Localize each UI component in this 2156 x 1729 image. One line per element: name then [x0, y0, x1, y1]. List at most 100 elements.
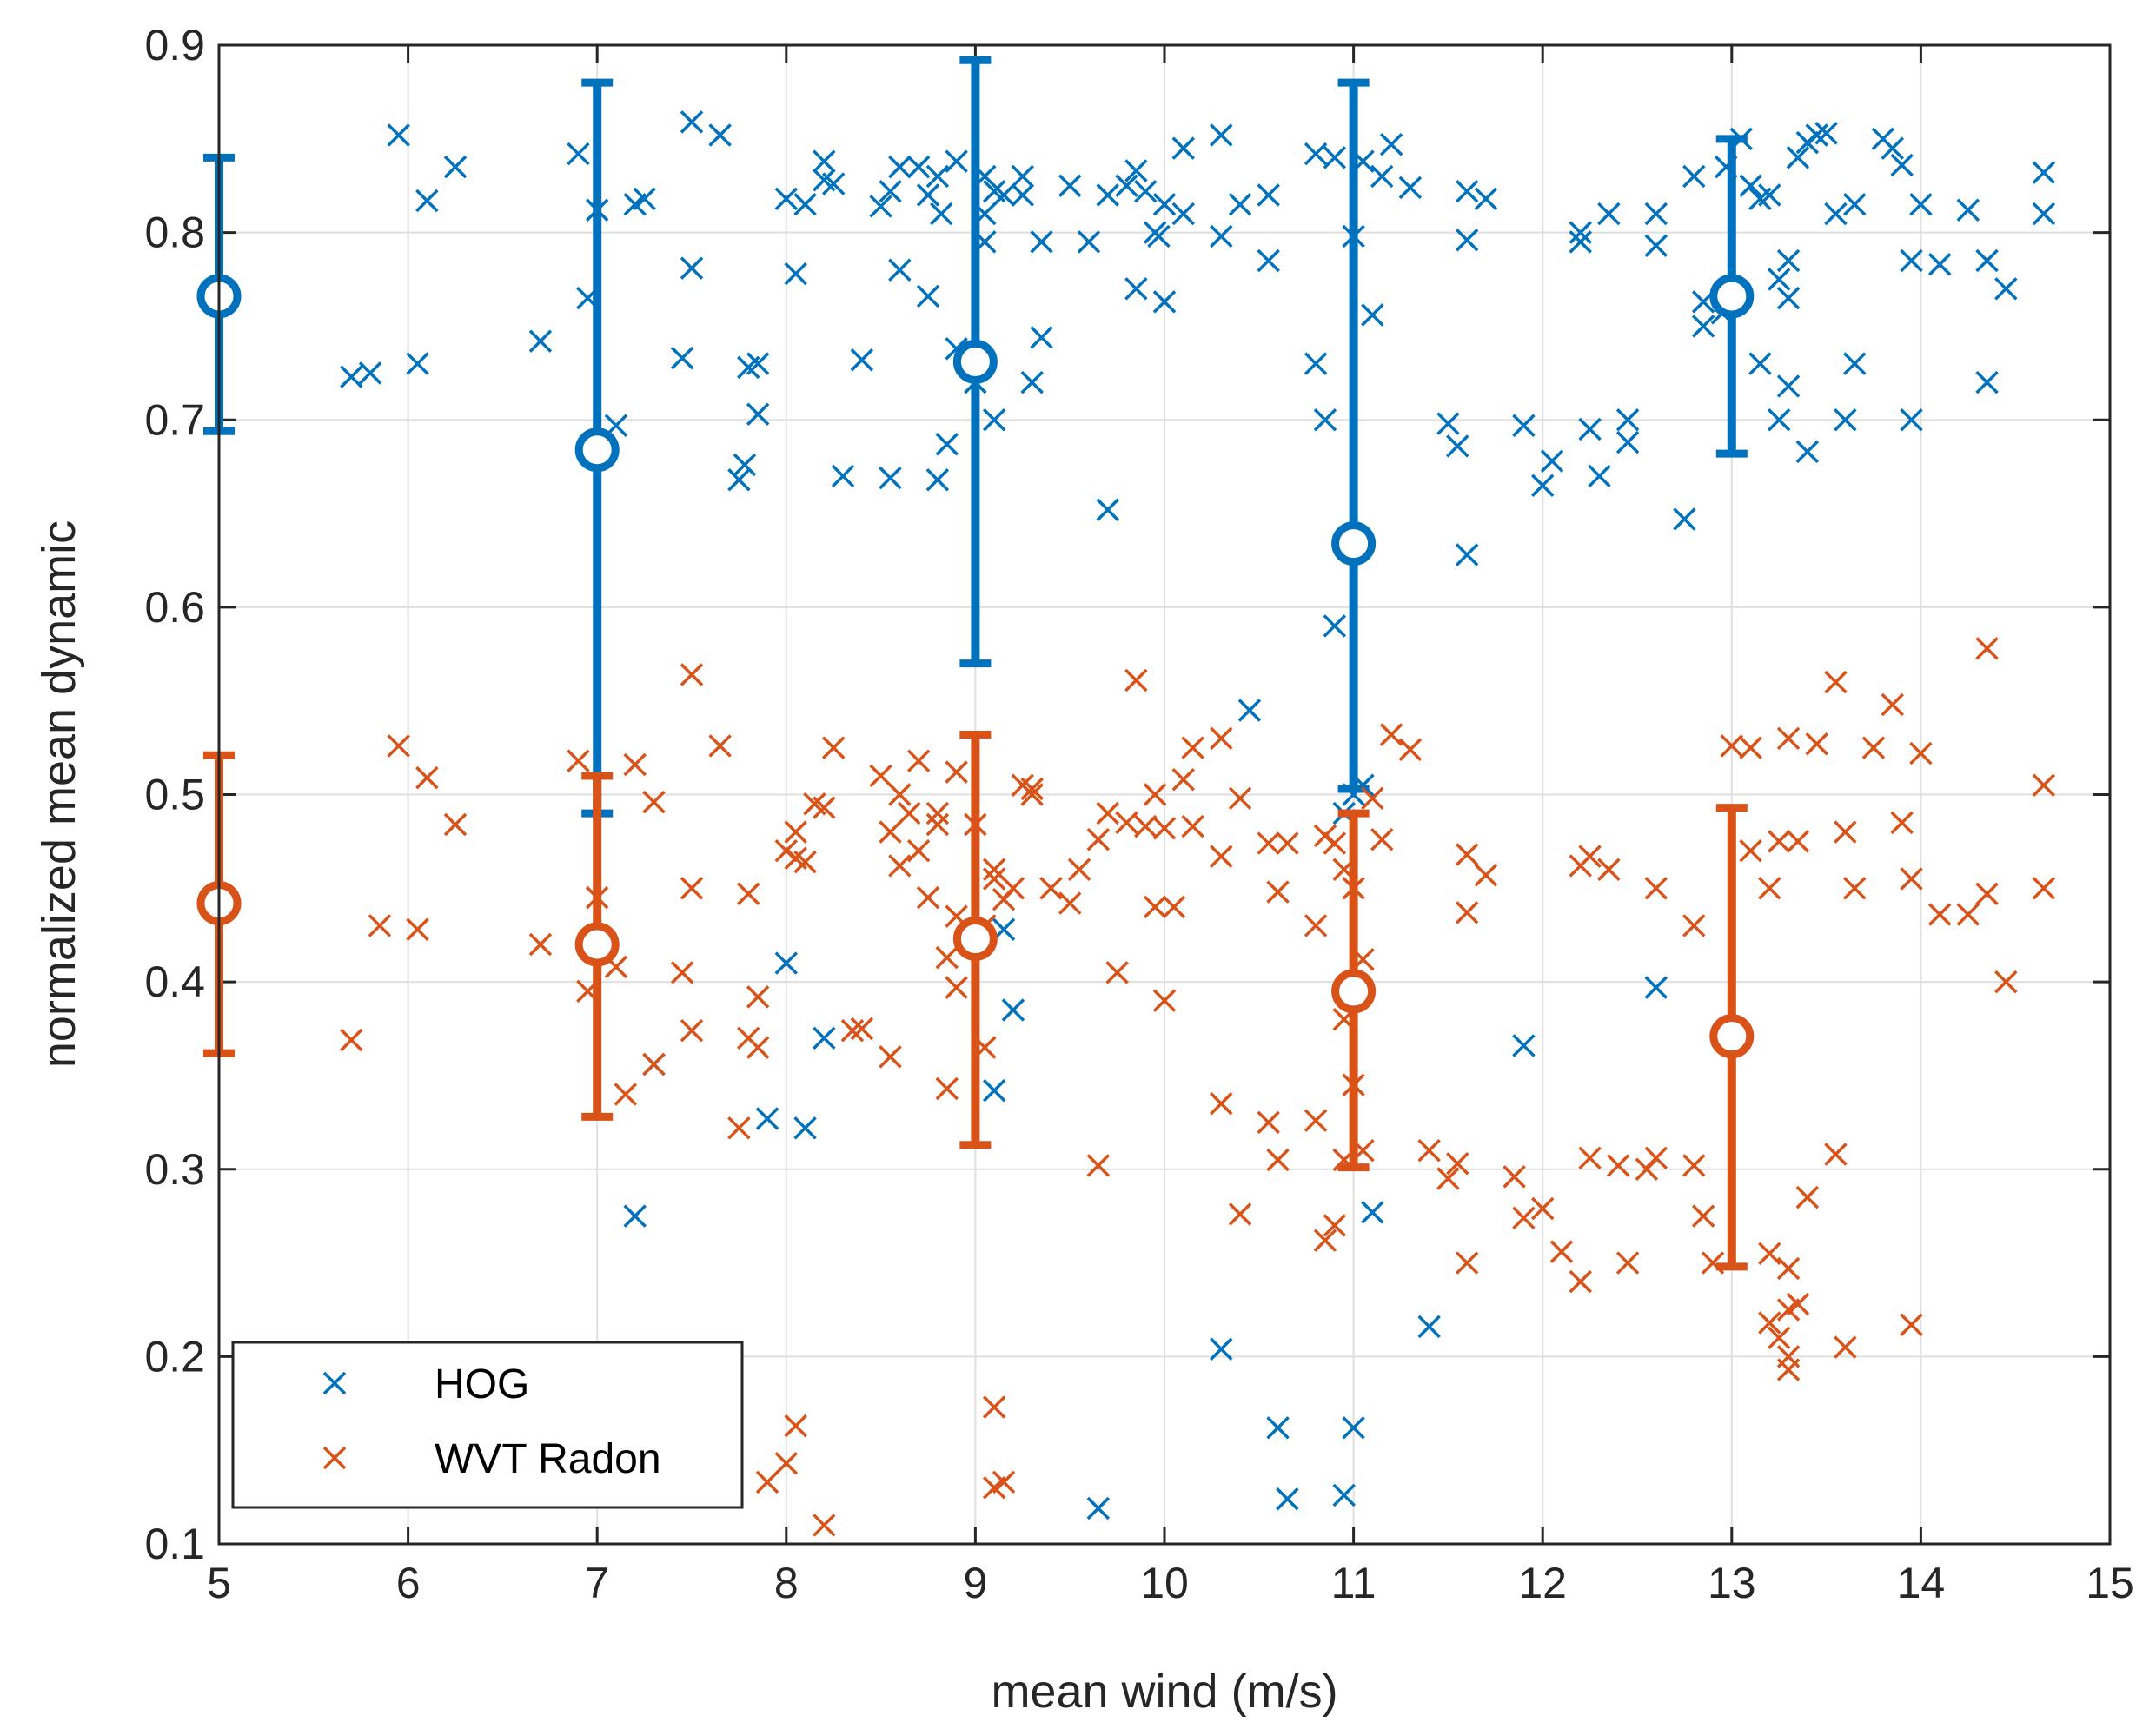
- marker-stroke: [1786, 146, 1810, 169]
- marker-stroke: [925, 812, 950, 837]
- marker-stroke: [793, 850, 817, 874]
- marker-stroke: [784, 846, 807, 871]
- legend-marker-hog: [322, 1371, 347, 1395]
- data-point: [1266, 880, 1290, 904]
- y-tick-label: 0.6: [144, 583, 205, 632]
- marker-stroke: [1748, 352, 1772, 375]
- marker-stroke: [1701, 1251, 1725, 1275]
- marker-stroke: [1758, 1242, 1781, 1266]
- marker-stroke: [992, 1470, 1016, 1494]
- series-wvt-radon: [196, 637, 2056, 1537]
- data-point: [1058, 174, 1082, 197]
- marker-stroke: [1975, 637, 1999, 660]
- marker-stroke: [2032, 773, 2056, 797]
- marker-stroke: [1379, 133, 1403, 156]
- data-point: [1795, 440, 1820, 464]
- marker-stroke: [1124, 277, 1148, 301]
- data-point: [1691, 315, 1715, 338]
- marker-stroke: [2032, 877, 2056, 900]
- marker-stroke: [1304, 142, 1328, 166]
- data-point: [813, 1514, 836, 1537]
- data-point: [888, 854, 912, 878]
- data-point: [1124, 668, 1148, 692]
- data-point: [387, 734, 410, 758]
- data-point: [1890, 153, 1914, 177]
- data-point: [1332, 1483, 1356, 1507]
- data-point: [1313, 408, 1337, 432]
- data-point: [1739, 174, 1762, 197]
- marker-stroke: [1834, 820, 1857, 844]
- marker-stroke: [1824, 1143, 1848, 1166]
- marker-stroke: [1834, 1335, 1857, 1359]
- marker-stroke: [1900, 1313, 1923, 1336]
- data-point: [1143, 783, 1167, 806]
- marker-stroke: [708, 123, 732, 147]
- data-point: [1304, 1109, 1328, 1132]
- data-point: [1682, 1154, 1706, 1177]
- marker-stroke: [869, 764, 892, 788]
- data-point: [1143, 895, 1167, 919]
- data-point: [1843, 877, 1867, 900]
- marker-stroke: [1691, 315, 1715, 338]
- marker-stroke: [821, 172, 846, 195]
- data-point: [1455, 843, 1479, 866]
- marker-stroke: [916, 284, 940, 308]
- marker-stroke: [906, 838, 931, 863]
- marker-stroke: [813, 1026, 836, 1050]
- data-point: [1786, 1292, 1810, 1316]
- marker-stroke: [415, 189, 439, 213]
- marker-stroke: [1171, 202, 1195, 226]
- marker-stroke: [992, 183, 1016, 207]
- marker-stroke: [784, 262, 807, 286]
- data-point: [793, 850, 817, 874]
- marker-stroke: [680, 1018, 704, 1043]
- data-point: [443, 812, 468, 837]
- marker-stroke: [1171, 768, 1195, 792]
- marker-stroke: [982, 858, 1006, 881]
- data-point: [982, 1395, 1006, 1419]
- marker-stroke: [1276, 831, 1299, 855]
- data-point: [906, 838, 931, 863]
- marker-stroke: [1994, 277, 2018, 301]
- marker-stroke: [1927, 903, 1952, 926]
- marker-stroke: [1171, 136, 1195, 160]
- marker-stroke: [1266, 1416, 1290, 1440]
- data-point: [1512, 1206, 1536, 1230]
- data-point: [1257, 248, 1280, 273]
- data-point: [916, 183, 940, 207]
- data-point: [755, 1470, 779, 1494]
- x-axis-label: mean wind (m/s): [991, 1666, 1337, 1718]
- data-point: [1786, 830, 1810, 853]
- data-point: [1758, 877, 1781, 900]
- marker-stroke: [1039, 877, 1063, 900]
- data-point: [831, 464, 855, 488]
- data-point: [1861, 736, 1886, 759]
- data-point: [1644, 976, 1668, 999]
- errorbar-mean-marker: [1331, 521, 1377, 566]
- data-point: [1578, 845, 1602, 868]
- marker-stroke: [1096, 183, 1119, 207]
- marker-stroke: [1134, 814, 1158, 838]
- marker-stroke: [1861, 736, 1886, 759]
- data-point: [1805, 732, 1828, 756]
- marker-stroke: [1276, 1487, 1299, 1511]
- legend-box: [231, 1341, 744, 1509]
- marker-stroke: [793, 1116, 817, 1140]
- marker-stroke: [1786, 1292, 1810, 1316]
- marker-stroke: [840, 1018, 865, 1043]
- marker-stroke: [1086, 1154, 1111, 1177]
- data-point: [1181, 814, 1204, 838]
- data-point: [1436, 1167, 1460, 1190]
- data-point: [1994, 970, 2018, 994]
- marker-stroke: [1001, 998, 1025, 1022]
- marker-stroke: [982, 1078, 1006, 1103]
- errorbar-mean-marker: [1709, 274, 1755, 319]
- data-point: [623, 752, 647, 777]
- data-point: [1597, 858, 1621, 881]
- errorbar: [1709, 135, 1755, 458]
- data-point: [929, 202, 953, 226]
- data-point: [1162, 895, 1186, 919]
- marker-stroke: [680, 110, 704, 134]
- marker-stroke: [1474, 863, 1498, 887]
- x-tick-label: 9: [963, 1559, 987, 1607]
